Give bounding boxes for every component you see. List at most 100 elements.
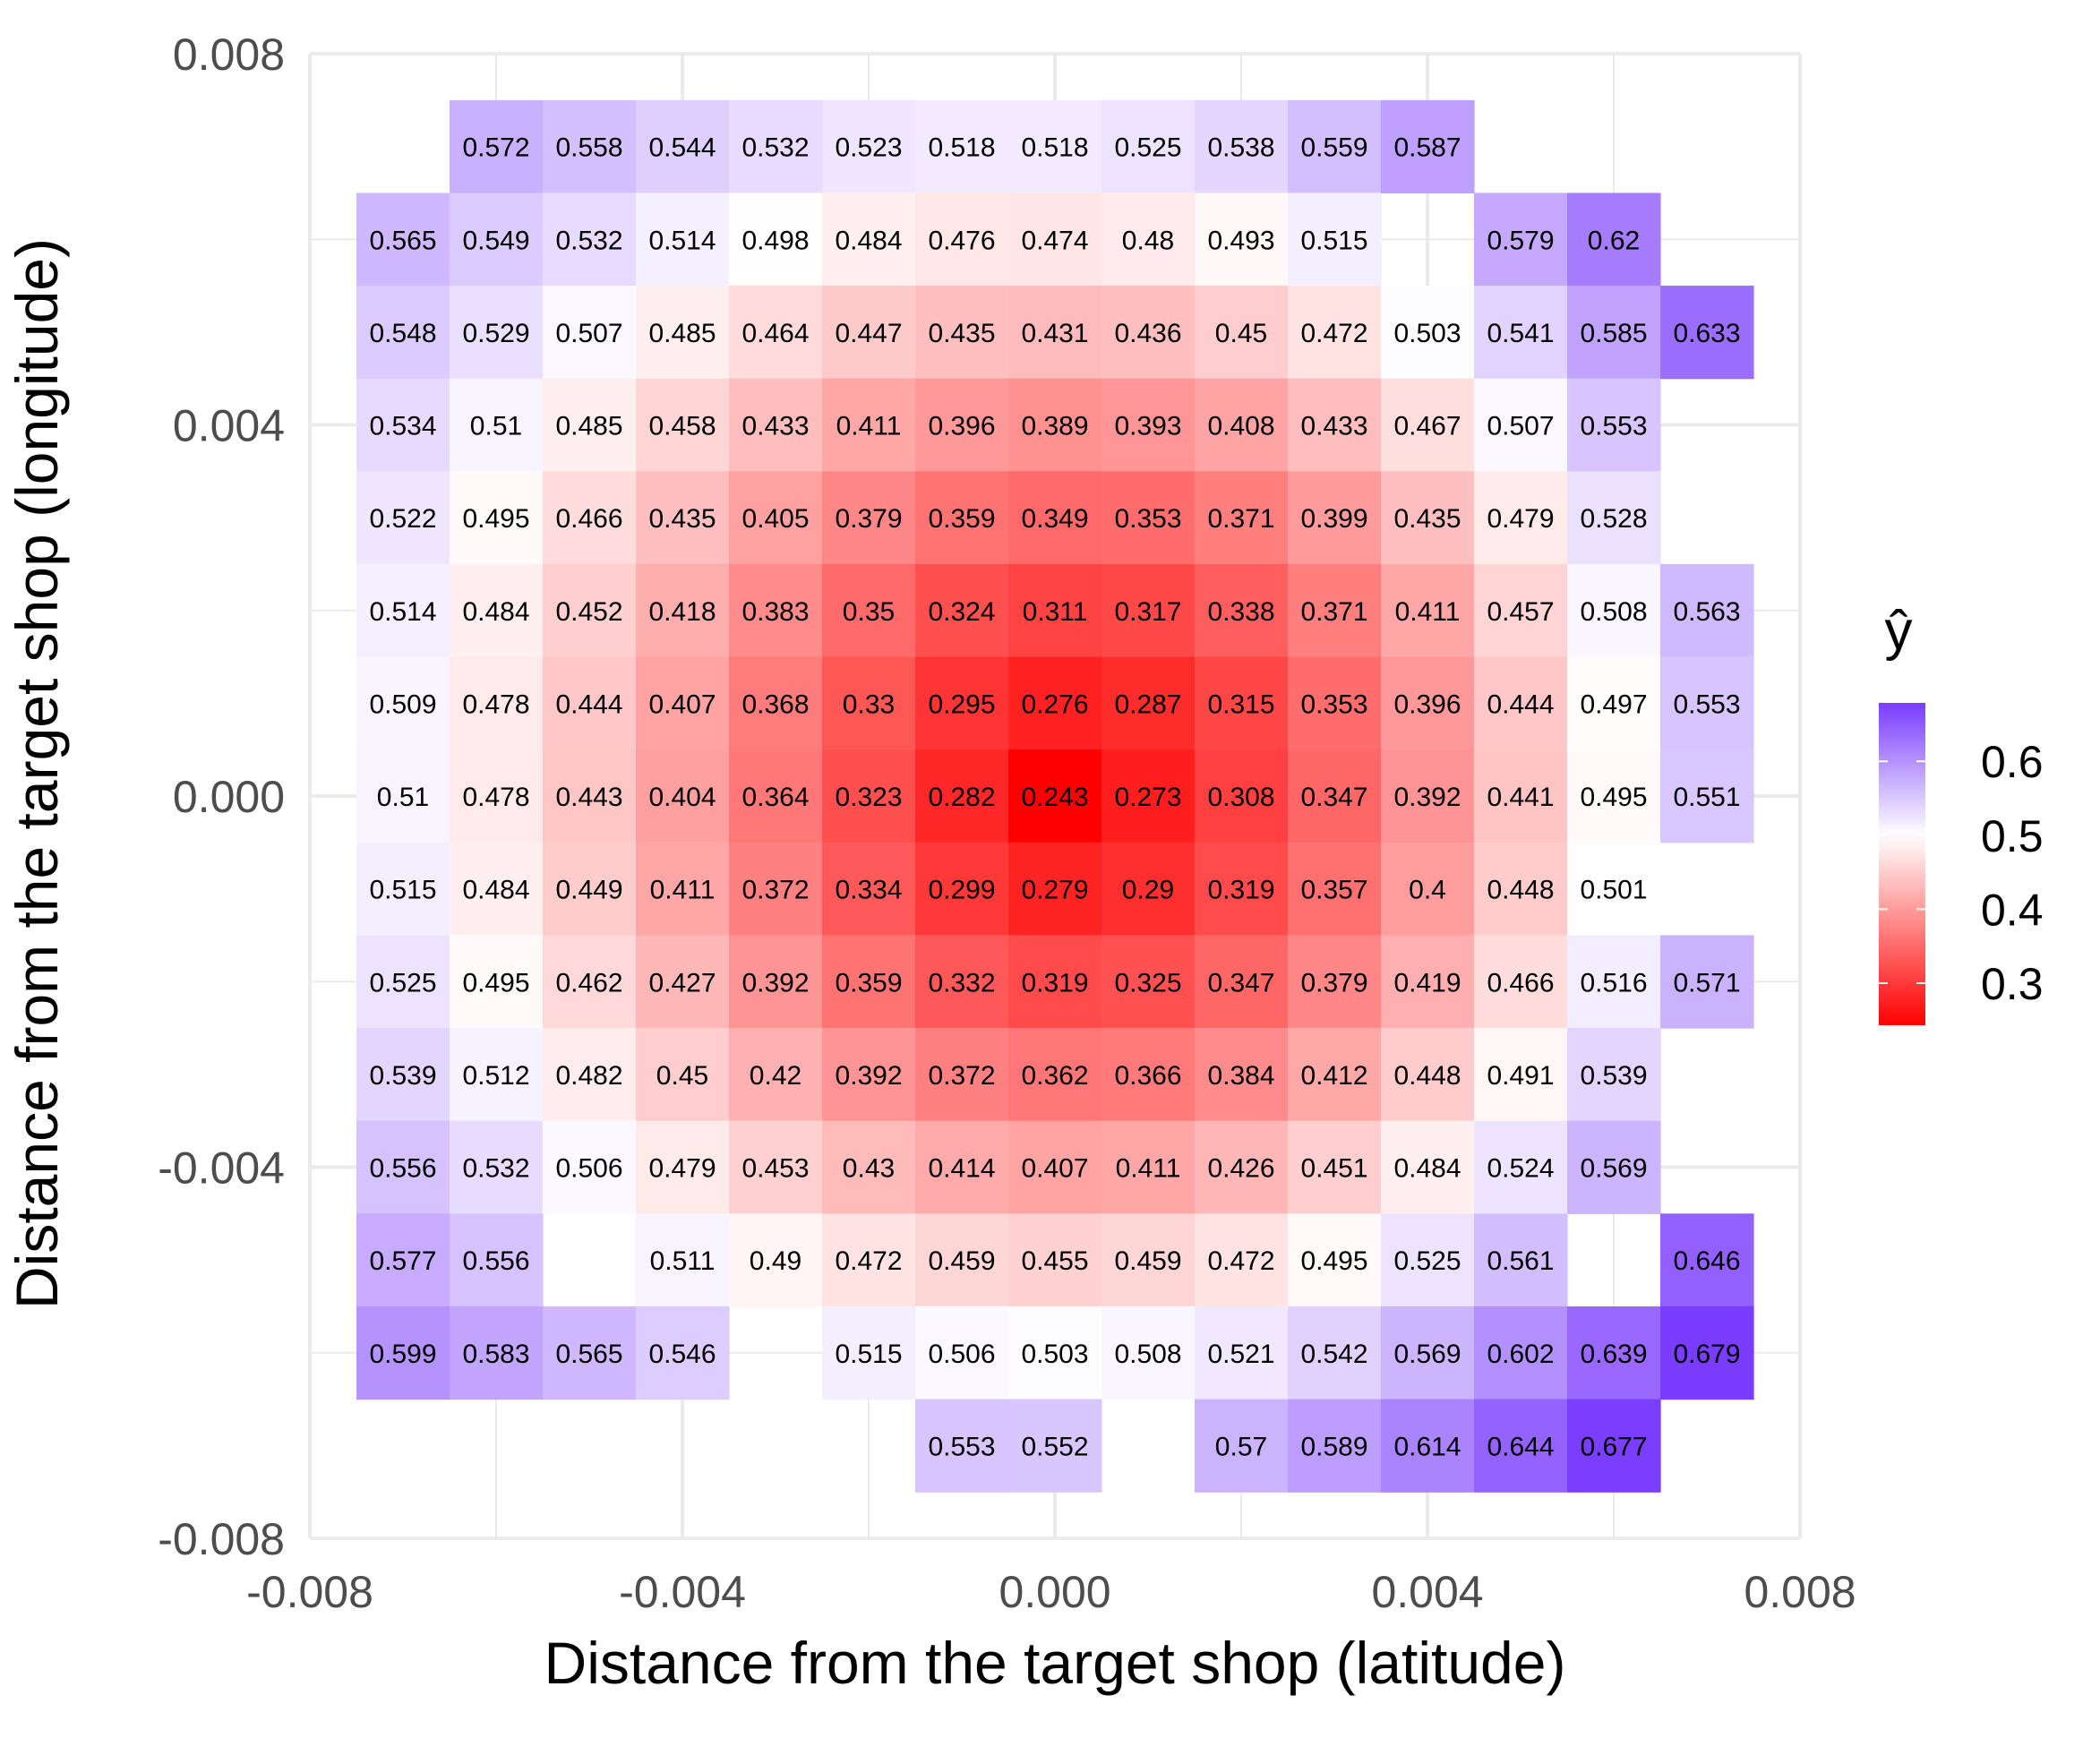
heatmap-cell [729, 1120, 823, 1214]
cell-value-label: 0.51 [470, 412, 522, 441]
x-axis-tick-labels: -0.008 -0.004 0.000 0.004 0.008 [246, 1567, 1856, 1617]
heatmap-cell [822, 842, 916, 937]
heatmap-cell [915, 1213, 1009, 1307]
cell-value-label: 0.644 [1487, 1432, 1554, 1461]
heatmap-cell [356, 935, 450, 1029]
cell-value-label: 0.497 [1580, 689, 1647, 719]
cell-value-label: 0.529 [462, 319, 529, 348]
heatmap-cell [1474, 842, 1568, 937]
cell-value-label: 0.383 [741, 597, 809, 627]
cell-value-label: 0.371 [1300, 597, 1367, 627]
heatmap-cell [822, 1028, 916, 1122]
cell-value-label: 0.282 [928, 783, 995, 812]
cell-value-label: 0.639 [1580, 1340, 1647, 1369]
cell-value-label: 0.559 [1300, 133, 1367, 163]
cell-value-label: 0.474 [1021, 226, 1088, 255]
heatmap-cell [1474, 656, 1568, 750]
cell-value-label: 0.556 [369, 1154, 436, 1184]
heatmap-cell [1381, 1028, 1475, 1122]
cell-value-label: 0.435 [648, 504, 716, 534]
cell-value-label: 0.411 [1116, 1154, 1181, 1184]
heatmap-cell [636, 842, 730, 937]
heatmap-cell [1101, 842, 1196, 937]
heatmap-cell [1008, 378, 1102, 472]
cell-value-label: 0.472 [1207, 1246, 1274, 1276]
cell-value-label: 0.455 [1021, 1246, 1088, 1276]
cell-value-label: 0.534 [369, 412, 436, 441]
heatmap-cell [543, 563, 637, 658]
cell-value-label: 0.51 [377, 783, 429, 812]
heatmap-cell [636, 1120, 730, 1214]
heatmap-cell [1008, 935, 1102, 1029]
heatmap-cell [636, 935, 730, 1029]
heatmap-cell [822, 656, 916, 750]
cell-value-label: 0.407 [648, 689, 716, 719]
cell-value-label: 0.495 [1300, 1246, 1367, 1276]
heatmap-cell [450, 286, 544, 380]
heatmap-cell [1567, 842, 1661, 937]
legend-ticks: 0.6 0.5 0.4 0.3 [1879, 737, 2044, 1009]
cell-value-label: 0.506 [928, 1340, 995, 1369]
cell-value-label: 0.589 [1300, 1432, 1367, 1461]
heatmap-cell [915, 842, 1009, 937]
cell-value-label: 0.359 [835, 968, 902, 997]
heatmap-cell [1660, 1213, 1754, 1307]
cell-value-label: 0.366 [1114, 1061, 1181, 1091]
heatmap-cell [1195, 842, 1289, 937]
heatmap-cell [915, 1028, 1009, 1122]
heatmap-cell [356, 1306, 450, 1400]
heatmap-cell [1474, 1213, 1568, 1307]
heatmap-cell [1008, 1399, 1102, 1493]
cell-value-label: 0.506 [555, 1154, 622, 1184]
cell-value-label: 0.569 [1393, 1340, 1461, 1369]
heatmap-cell [1288, 842, 1382, 937]
heatmap-cell [1008, 1213, 1102, 1307]
heatmap-cell [1195, 563, 1289, 658]
cell-value-label: 0.436 [1114, 319, 1181, 348]
heatmap-cell [915, 471, 1009, 565]
heatmap-cell [1474, 1399, 1568, 1493]
cell-value-label: 0.4 [1409, 876, 1446, 905]
heatmap-cell [543, 378, 637, 472]
heatmap-cell [915, 935, 1009, 1029]
heatmap-cell [1567, 1306, 1661, 1400]
y-tick-label: 0.004 [173, 401, 285, 451]
heatmap-cell [1288, 935, 1382, 1029]
heatmap-cell [1567, 1399, 1661, 1493]
heatmap-cell [450, 842, 544, 937]
heatmap-cell [1474, 193, 1568, 287]
cell-value-label: 0.384 [1207, 1061, 1274, 1091]
cell-value-label: 0.347 [1300, 783, 1367, 812]
heatmap-cell [636, 656, 730, 750]
heatmap-cell [1288, 656, 1382, 750]
heatmap-cell [915, 286, 1009, 380]
legend-tick-label: 0.6 [1981, 737, 2044, 787]
cell-value-label: 0.503 [1393, 319, 1461, 348]
heatmap-cell [356, 1120, 450, 1214]
heatmap-cell [1288, 749, 1382, 843]
heatmap-cell [1288, 1213, 1382, 1307]
heatmap-cell [1008, 471, 1102, 565]
heatmap-cell [543, 749, 637, 843]
x-tick-label: 0.008 [1744, 1567, 1856, 1617]
heatmap-cell [450, 99, 544, 194]
heatmap-cell [1008, 842, 1102, 937]
heatmap-cell [822, 1306, 916, 1400]
heatmap-cell [915, 656, 1009, 750]
cell-value-label: 0.503 [1021, 1340, 1088, 1369]
heatmap-cell [543, 1306, 637, 1400]
heatmap-cell [636, 193, 730, 287]
heatmap-cell [1288, 1028, 1382, 1122]
cell-value-label: 0.407 [1021, 1154, 1088, 1184]
cell-value-label: 0.484 [462, 597, 529, 627]
cell-value-label: 0.518 [1021, 133, 1088, 163]
cell-value-label: 0.372 [741, 876, 809, 905]
heatmap-cell [915, 193, 1009, 287]
heatmap-cell [636, 563, 730, 658]
cell-value-label: 0.392 [1393, 783, 1461, 812]
heatmap-cell [356, 1213, 450, 1307]
cell-value-label: 0.525 [1114, 133, 1181, 163]
heatmap-cell [1381, 842, 1475, 937]
heatmap-cell [1288, 193, 1382, 287]
heatmap-cell [1381, 378, 1475, 472]
